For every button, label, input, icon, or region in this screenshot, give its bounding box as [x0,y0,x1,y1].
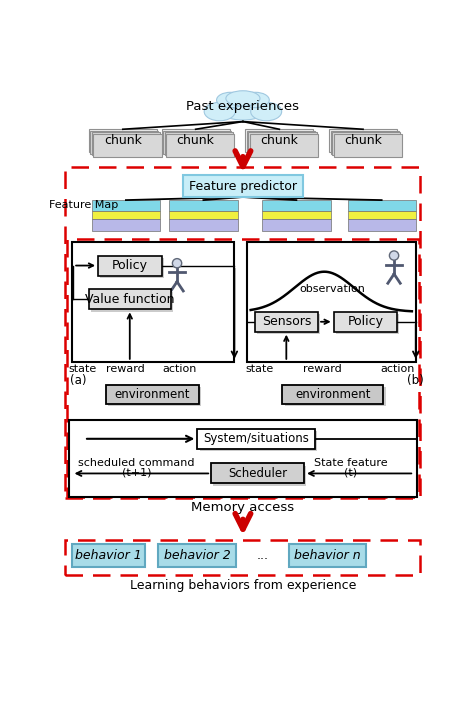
Bar [65,167,420,498]
Bar [336,314,400,334]
Text: environment: environment [295,388,371,400]
Ellipse shape [226,91,260,106]
Text: observation: observation [299,283,365,294]
Bar [347,211,416,219]
Bar [163,131,231,154]
Bar [108,387,201,407]
Text: chunk: chunk [177,135,215,147]
Bar [248,133,317,155]
Text: behavior 1: behavior 1 [75,549,141,563]
Bar [334,134,402,157]
Text: action: action [380,364,414,374]
Ellipse shape [251,102,282,121]
Text: Policy: Policy [347,315,383,329]
Bar [169,200,237,211]
Ellipse shape [217,92,245,108]
Bar [100,258,164,278]
Bar [247,243,416,362]
Text: Learning behaviors from experience: Learning behaviors from experience [130,580,356,592]
Bar [200,431,317,451]
Bar [289,544,366,568]
Bar [262,200,330,211]
Text: reward: reward [106,364,145,374]
Bar [166,134,235,157]
Bar [92,133,160,155]
Bar [283,385,383,404]
Bar [169,211,237,219]
Text: Value function: Value function [85,293,174,306]
Bar [98,255,162,276]
Bar [197,429,315,449]
Text: State feature: State feature [314,458,387,468]
Text: action: action [162,364,197,374]
Text: behavior n: behavior n [294,549,361,563]
Bar [72,544,145,568]
Bar [91,292,173,312]
Bar [262,219,330,231]
Bar [69,419,417,496]
Text: System/situations: System/situations [203,432,309,446]
Bar [92,211,160,219]
Text: (t+1): (t+1) [122,467,152,478]
Bar [329,129,397,152]
Bar [67,238,419,496]
Text: reward: reward [303,364,342,374]
Bar [211,463,304,484]
Bar [285,387,385,407]
Text: Sensors: Sensors [262,315,311,329]
Ellipse shape [217,95,269,120]
Bar [92,219,160,231]
Ellipse shape [173,259,182,268]
Ellipse shape [204,102,235,121]
Bar [332,133,400,155]
Bar [183,176,302,197]
Text: chunk: chunk [344,135,382,147]
Bar [93,134,162,157]
Text: environment: environment [115,388,190,400]
Bar [89,129,157,152]
Text: Past experiences: Past experiences [186,99,300,113]
Text: (a): (a) [70,374,87,387]
Bar [245,129,313,152]
Text: state: state [245,364,273,374]
Text: chunk: chunk [260,135,298,147]
Text: scheduled command: scheduled command [79,458,195,468]
Ellipse shape [390,251,399,260]
Bar [164,133,233,155]
Text: behavior 2: behavior 2 [164,549,230,563]
Bar [162,129,230,152]
Bar [250,134,318,157]
Bar [169,219,237,231]
Bar [213,466,307,486]
Bar [334,312,397,332]
Bar [347,200,416,211]
Bar [90,131,158,154]
Bar [106,385,199,404]
Text: Memory access: Memory access [191,501,294,514]
Text: state: state [68,364,97,374]
Bar [72,243,235,362]
Text: Scheduler: Scheduler [228,467,287,480]
Text: chunk: chunk [104,135,142,147]
Bar [158,544,236,568]
Bar [347,219,416,231]
Bar [247,131,315,154]
Text: (t): (t) [344,467,357,478]
Text: Feature Map: Feature Map [49,200,118,209]
Text: ...: ... [257,549,269,563]
Ellipse shape [241,92,269,108]
Bar [89,290,171,309]
Bar [65,541,420,575]
Bar [255,312,318,332]
Text: (b): (b) [407,374,424,387]
Bar [257,314,320,334]
Text: Policy: Policy [112,259,148,272]
Bar [92,200,160,211]
Bar [262,211,330,219]
Text: Feature predictor: Feature predictor [189,180,297,192]
Bar [330,131,399,154]
